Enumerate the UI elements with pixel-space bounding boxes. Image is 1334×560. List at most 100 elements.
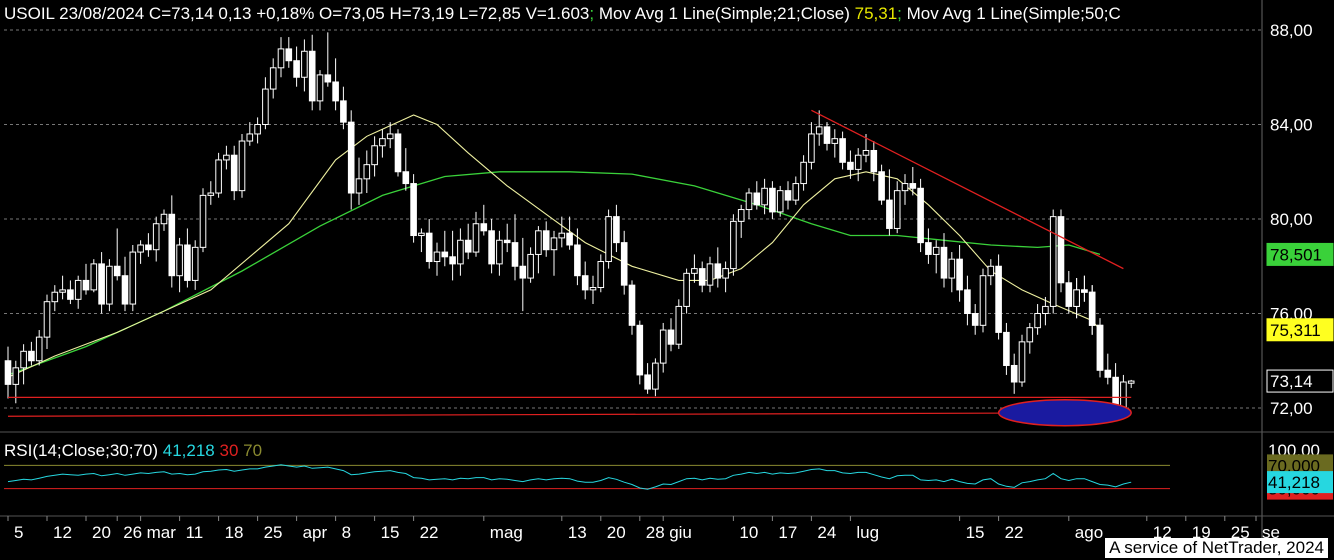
candle-body	[371, 145, 378, 166]
candle-body	[1104, 369, 1112, 378]
candle-body	[1018, 341, 1026, 383]
candle-body	[184, 244, 191, 281]
candle-body-overlay	[1096, 324, 1104, 371]
candle-body	[714, 263, 722, 279]
candle-body	[449, 256, 456, 265]
x-tick-label: mag	[490, 523, 523, 542]
candle-body	[948, 258, 956, 279]
candle-body	[418, 232, 425, 237]
support-line-lower	[7, 412, 1132, 417]
x-tick-label: 19	[1192, 523, 1211, 542]
support-zone-ellipse	[997, 398, 1132, 427]
candle-body	[152, 223, 160, 251]
candle-body	[519, 265, 527, 279]
candle-body	[277, 48, 285, 69]
x-tick-label: 5	[14, 523, 23, 542]
candle-body	[308, 50, 316, 102]
ma21-label: Mov Avg 1 Line(Simple;21;Close)	[598, 4, 850, 23]
x-tick-label: 15	[966, 523, 985, 542]
candle-body	[129, 251, 137, 305]
candle-body	[730, 220, 737, 270]
candle-body	[1120, 381, 1127, 409]
candle-body	[839, 138, 846, 163]
price-badge-label: 73,14	[1270, 372, 1313, 391]
candle-body	[191, 246, 199, 281]
candle-body	[620, 242, 628, 286]
candle-body	[761, 187, 768, 206]
candle-body	[74, 279, 82, 300]
x-tick-label: 15	[381, 523, 400, 542]
x-tick-label: 11	[186, 523, 204, 542]
candle-body	[207, 192, 215, 196]
candle-body	[784, 190, 792, 201]
x-tick-label: 12	[53, 523, 72, 542]
rsi-current-label: 41,218	[1268, 473, 1320, 492]
candle-body	[745, 192, 753, 211]
candle-body	[971, 313, 979, 326]
candle-body	[901, 183, 909, 192]
candle-body	[753, 192, 761, 206]
candle-body	[527, 253, 534, 279]
x-tick-label: apr	[303, 523, 328, 542]
x-tick-label: 8	[342, 523, 351, 542]
candle-body	[285, 48, 293, 62]
candle-body	[964, 289, 971, 314]
candle-body	[652, 362, 659, 390]
rsi-current-badge	[1267, 471, 1333, 494]
candle-body	[160, 213, 168, 225]
candle-body	[886, 199, 893, 229]
candle-body	[815, 126, 823, 135]
candle-body	[402, 171, 410, 185]
candle-body	[35, 336, 43, 362]
candle-body	[1010, 364, 1018, 383]
candle-body	[675, 305, 683, 345]
candle-body	[82, 279, 90, 291]
x-tick-label: 24	[817, 523, 836, 542]
candle-body	[488, 230, 495, 265]
candle-body	[987, 265, 995, 277]
rsi-low-level: 30	[219, 441, 239, 460]
candle-body	[340, 100, 347, 123]
candle-body	[332, 81, 339, 102]
candle-body	[1057, 216, 1065, 284]
price-header: USOIL 23/08/2024 C=73,14 0,13 +0,18% O=7…	[4, 4, 1121, 23]
x-tick-label: 25	[1231, 523, 1250, 542]
candle-body	[1026, 327, 1034, 343]
candle-body	[628, 284, 636, 326]
rsi-line	[7, 464, 1132, 490]
x-tick-label: 20	[607, 523, 626, 542]
candle-body	[379, 138, 386, 147]
candle-body	[43, 301, 51, 338]
candle-body	[425, 232, 433, 263]
candle-body	[1042, 305, 1049, 315]
candle-body	[706, 263, 714, 286]
candle-body	[51, 291, 59, 303]
candle-body	[394, 133, 402, 173]
x-tick-label: 25	[264, 523, 283, 542]
candle-body	[324, 74, 332, 83]
candle-body	[59, 289, 66, 293]
candle-body	[995, 265, 1002, 333]
candle-body	[737, 209, 745, 222]
candle-body	[215, 159, 222, 194]
candle-body	[550, 237, 558, 251]
candle-body	[230, 154, 238, 192]
candle-body	[605, 216, 612, 263]
candle-body	[238, 140, 246, 192]
price-tick-label: 80,00	[1270, 210, 1313, 229]
candle-body	[90, 263, 98, 291]
rsi-level-badge	[1267, 454, 1333, 477]
candle-body	[269, 67, 277, 90]
candle-body-overlay	[1088, 291, 1096, 326]
candle-body	[301, 50, 308, 78]
price-badge	[1266, 242, 1334, 266]
candle-body	[823, 126, 831, 144]
candle-body	[769, 187, 776, 213]
candle-body	[121, 275, 129, 305]
x-tick-label: 28	[646, 523, 665, 542]
rsi-high-level: 70	[243, 441, 263, 460]
candle-body	[940, 246, 948, 279]
candle-body	[574, 244, 581, 277]
candle-body	[511, 242, 519, 267]
